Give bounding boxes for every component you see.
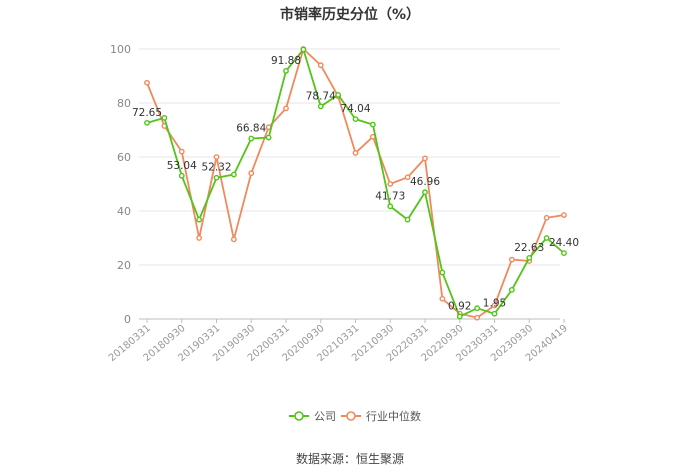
data-point bbox=[474, 314, 481, 321]
data-point bbox=[422, 155, 428, 162]
data-point bbox=[352, 150, 359, 156]
data-point bbox=[561, 212, 567, 218]
data-point bbox=[422, 189, 428, 196]
data-point bbox=[230, 236, 237, 243]
data-point bbox=[543, 235, 550, 241]
data-point bbox=[300, 46, 307, 53]
legend-label: 公司 bbox=[314, 410, 336, 423]
data-point bbox=[265, 134, 272, 141]
data-point bbox=[213, 174, 220, 181]
data-point bbox=[283, 68, 289, 74]
data-point bbox=[248, 170, 255, 177]
data-point bbox=[352, 116, 359, 122]
data-label: 78.74 bbox=[306, 90, 336, 102]
data-point bbox=[178, 172, 185, 179]
data-point bbox=[248, 135, 255, 142]
legend-item-0: 公司 bbox=[289, 410, 336, 423]
data-point bbox=[387, 203, 394, 210]
data-label: 74.04 bbox=[340, 103, 370, 115]
series-line-1 bbox=[146, 47, 565, 319]
data-point bbox=[387, 181, 394, 187]
data-point bbox=[317, 103, 324, 110]
series-line-0 bbox=[146, 47, 565, 318]
data-point bbox=[404, 216, 411, 223]
data-point bbox=[196, 216, 203, 223]
legend-label: 行业中位数 bbox=[366, 409, 421, 423]
data-point bbox=[491, 302, 498, 309]
data-point bbox=[561, 250, 567, 257]
data-label: 52.32 bbox=[201, 162, 231, 174]
data-point bbox=[491, 310, 498, 317]
data-point bbox=[283, 105, 289, 112]
data-point bbox=[335, 92, 342, 98]
data-point bbox=[317, 62, 324, 69]
data-point bbox=[230, 171, 237, 178]
data-label: 72.65 bbox=[132, 107, 162, 119]
y-tick-label: 40 bbox=[117, 205, 131, 218]
y-tick-label: 20 bbox=[117, 259, 131, 272]
data-point bbox=[161, 114, 168, 121]
data-label: 66.84 bbox=[236, 123, 266, 135]
data-point bbox=[144, 79, 150, 86]
data-point bbox=[178, 148, 185, 155]
chart-title: 市销率历史分位（%） bbox=[279, 7, 421, 23]
data-point bbox=[456, 313, 463, 320]
legend-swatch-marker bbox=[294, 411, 304, 421]
y-tick-label: 80 bbox=[117, 97, 131, 110]
data-point bbox=[439, 269, 446, 276]
legend-item-1: 行业中位数 bbox=[341, 409, 421, 423]
data-label: 24.40 bbox=[549, 237, 579, 249]
data-label: 22.63 bbox=[514, 242, 544, 254]
data-point bbox=[526, 254, 533, 261]
data-point bbox=[404, 174, 411, 181]
data-label: 91.88 bbox=[271, 55, 301, 67]
y-tick-label: 100 bbox=[110, 43, 131, 56]
source-caption: 数据来源：恒生聚源 bbox=[295, 452, 404, 466]
data-label: 1.95 bbox=[483, 298, 506, 310]
data-point bbox=[213, 154, 220, 160]
data-point bbox=[196, 235, 203, 241]
data-point bbox=[474, 305, 481, 312]
data-label: 41.73 bbox=[375, 190, 405, 202]
legend-swatch-marker bbox=[346, 411, 356, 421]
data-label: 46.96 bbox=[410, 176, 440, 188]
data-point bbox=[439, 295, 446, 302]
data-label: 0.92 bbox=[448, 301, 471, 313]
y-tick-label: 60 bbox=[117, 151, 131, 164]
data-point bbox=[543, 214, 550, 221]
data-label: 53.04 bbox=[167, 160, 197, 172]
data-point bbox=[508, 286, 515, 293]
data-point bbox=[144, 119, 150, 126]
data-point bbox=[508, 256, 515, 263]
data-point bbox=[369, 121, 376, 128]
y-tick-label: 0 bbox=[124, 313, 131, 326]
